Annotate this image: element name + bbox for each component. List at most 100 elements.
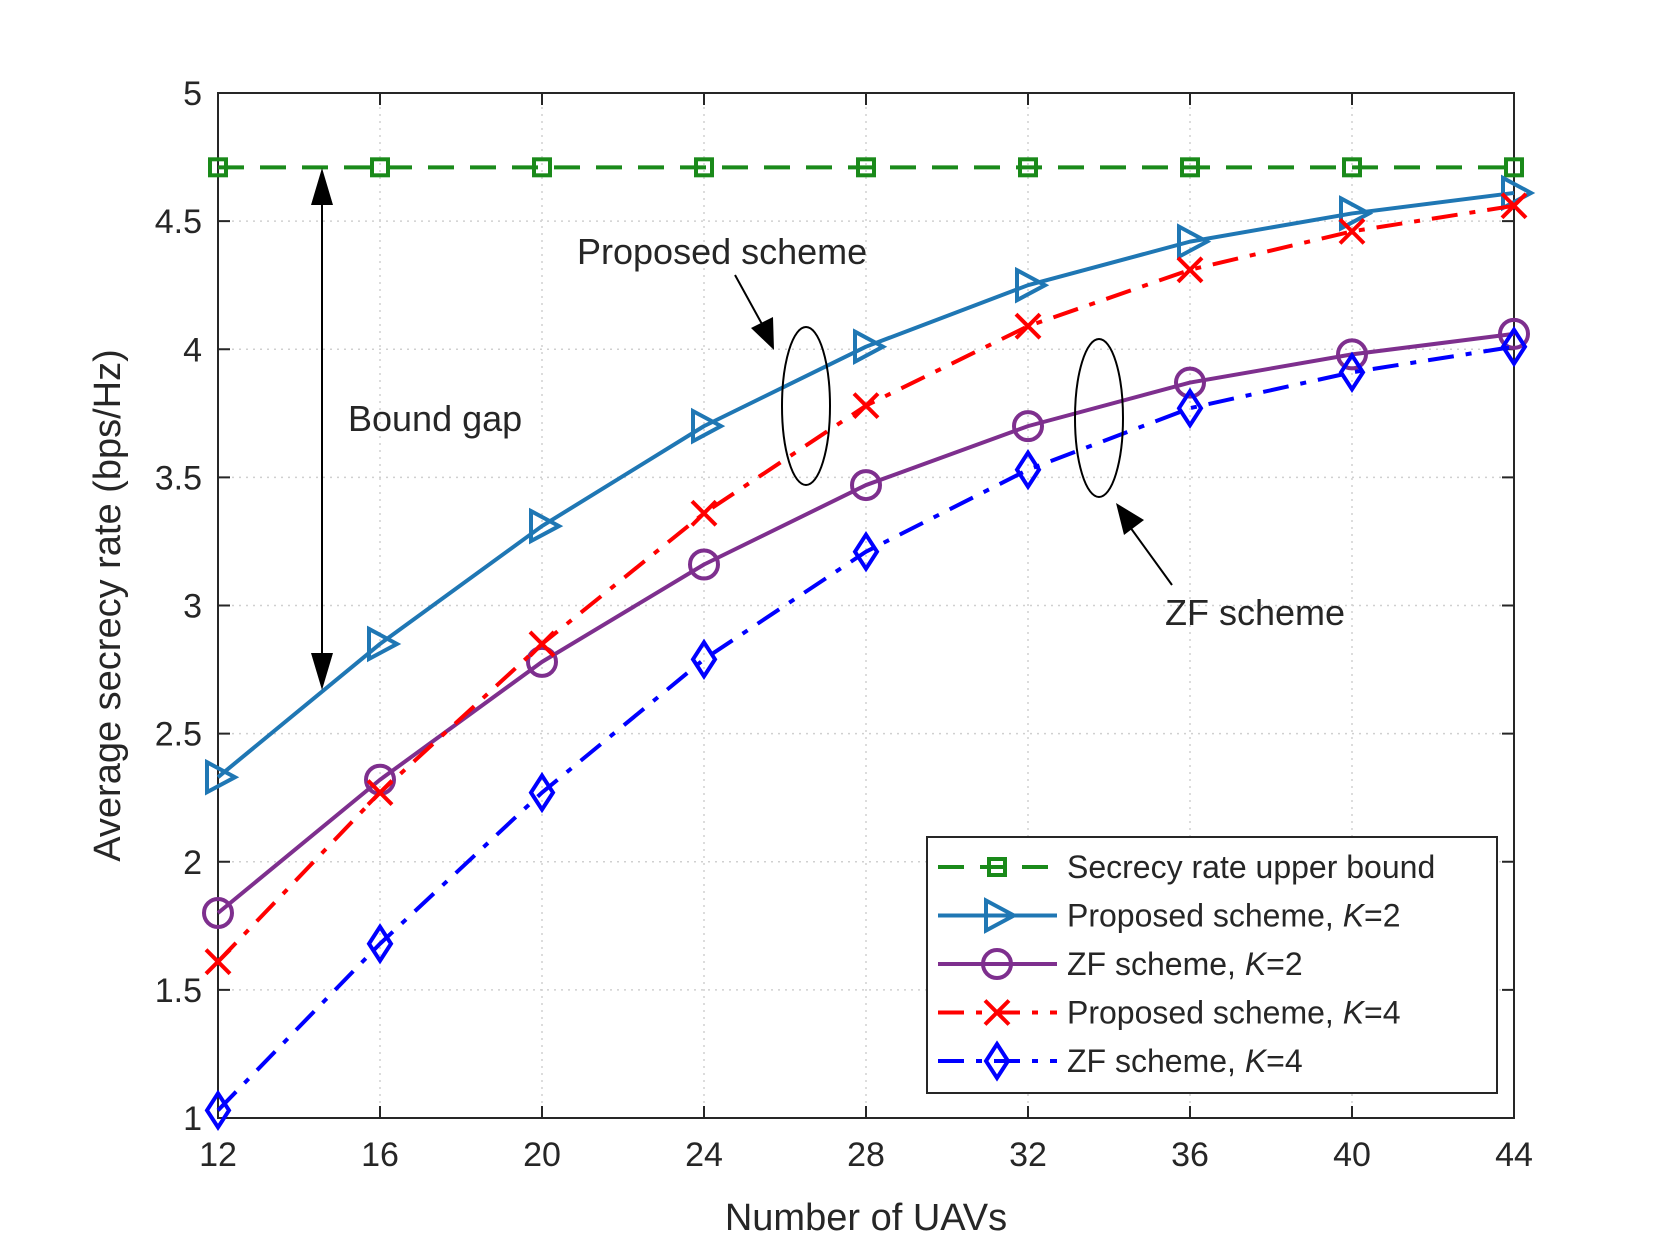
data-point	[526, 645, 558, 678]
legend-marker	[983, 1040, 1011, 1082]
series-2	[202, 317, 1530, 929]
data-point	[367, 625, 402, 663]
data-point	[852, 392, 880, 420]
y-tick-label: 3.5	[155, 459, 202, 497]
y-tick-label: 4.5	[155, 203, 202, 241]
y-tick-label: 2	[183, 844, 202, 882]
data-point	[850, 469, 882, 502]
data-point	[1339, 195, 1374, 232]
legend-marker	[981, 948, 1013, 980]
data-point	[853, 328, 888, 366]
x-tick-label: 36	[1171, 1136, 1209, 1174]
bound-gap-arrowhead-down	[311, 653, 333, 690]
y-tick-label: 5	[183, 75, 202, 113]
legend-entry: Proposed scheme, K=2	[938, 897, 1401, 934]
x-tick-label: 16	[361, 1136, 399, 1174]
data-point	[205, 758, 240, 796]
data-point	[532, 157, 552, 178]
data-point	[690, 499, 718, 527]
data-point	[1012, 410, 1044, 443]
x-axis-label: Number of UAVs	[725, 1197, 1007, 1239]
proposed-scheme-annotation: Proposed scheme	[577, 231, 867, 272]
series-layer	[202, 157, 1536, 1131]
data-point	[691, 407, 726, 445]
legend-entry: Secrecy rate upper bound	[938, 849, 1435, 885]
data-point	[528, 630, 556, 658]
data-point	[688, 548, 720, 581]
data-point	[1176, 256, 1204, 284]
data-point	[1176, 387, 1204, 429]
x-tick-label: 32	[1009, 1136, 1047, 1174]
data-point	[1498, 317, 1530, 350]
data-point	[1180, 157, 1200, 178]
data-point	[852, 531, 880, 573]
legend: Secrecy rate upper bound Proposed scheme,…	[926, 836, 1498, 1094]
data-point	[694, 157, 714, 178]
data-point	[1500, 326, 1528, 368]
data-point	[366, 923, 394, 965]
axis-ticks: 12 16 20 24 28 32 36 40 44 1 1.5 2 2.5 3 3.5 4 4.5 5	[155, 75, 1533, 1174]
data-point	[1014, 312, 1042, 340]
series-1	[205, 174, 1536, 796]
data-point	[1174, 366, 1206, 399]
annotations: Proposed scheme ZF scheme Bound gap	[311, 168, 1345, 690]
zf-scheme-ellipse	[1074, 338, 1124, 498]
data-point	[1500, 192, 1528, 220]
y-axis-label: Average secrecy rate (bps/Hz)	[87, 349, 129, 862]
legend-label: Proposed scheme, K=4	[1067, 995, 1401, 1031]
data-point	[1014, 449, 1042, 491]
data-point	[1015, 266, 1050, 304]
data-point	[370, 157, 390, 178]
series-0	[208, 157, 1524, 178]
data-point	[1336, 338, 1368, 371]
data-point	[204, 948, 232, 976]
data-point	[1504, 157, 1524, 178]
data-point	[1338, 217, 1366, 245]
bound-gap-annotation: Bound gap	[348, 398, 522, 439]
legend-entry: Proposed scheme, K=4	[938, 995, 1401, 1031]
series-line	[216, 190, 1515, 779]
x-tick-label: 44	[1495, 1136, 1533, 1174]
zf-scheme-annotation: ZF scheme	[1165, 592, 1345, 633]
data-point	[1018, 157, 1038, 178]
data-point	[208, 157, 228, 178]
data-point	[1177, 223, 1212, 260]
series-line	[216, 331, 1515, 915]
y-tick-label: 3	[183, 588, 202, 626]
proposed-scheme-arrowhead	[751, 317, 774, 350]
y-tick-label: 1	[183, 1100, 202, 1138]
x-tick-label: 20	[523, 1136, 561, 1174]
legend-label: ZF scheme, K=4	[1067, 1043, 1303, 1079]
data-point	[856, 157, 876, 178]
x-tick-label: 24	[685, 1136, 723, 1174]
legend-marker	[983, 999, 1011, 1026]
data-point	[1338, 351, 1366, 393]
zf-scheme-arrowhead	[1116, 503, 1144, 535]
legend-label: Secrecy rate upper bound	[1067, 849, 1435, 885]
legend-marker	[987, 857, 1007, 877]
data-point	[366, 779, 394, 806]
bound-gap-arrowhead-up	[311, 168, 333, 205]
legend-marker	[984, 897, 1019, 934]
x-tick-label: 40	[1333, 1136, 1371, 1174]
data-point	[529, 507, 564, 545]
y-tick-label: 4	[183, 331, 202, 369]
x-tick-label: 12	[199, 1136, 237, 1174]
y-tick-label: 1.5	[155, 972, 202, 1010]
series-line	[216, 344, 1515, 1112]
legend-label: ZF scheme, K=2	[1067, 946, 1303, 982]
data-point	[204, 1089, 232, 1131]
data-point	[202, 897, 234, 929]
series-4	[204, 326, 1528, 1131]
legend-label: Proposed scheme, K=2	[1067, 898, 1401, 934]
zf-scheme-arrow	[1129, 526, 1173, 586]
series-3	[204, 192, 1528, 976]
x-tick-label: 28	[847, 1136, 885, 1174]
data-point	[528, 771, 556, 814]
legend-entry: ZF scheme, K=2	[938, 946, 1303, 982]
proposed-scheme-ellipse	[781, 326, 831, 486]
data-point	[690, 638, 718, 680]
y-tick-label: 2.5	[155, 716, 202, 754]
data-point	[1342, 157, 1362, 178]
